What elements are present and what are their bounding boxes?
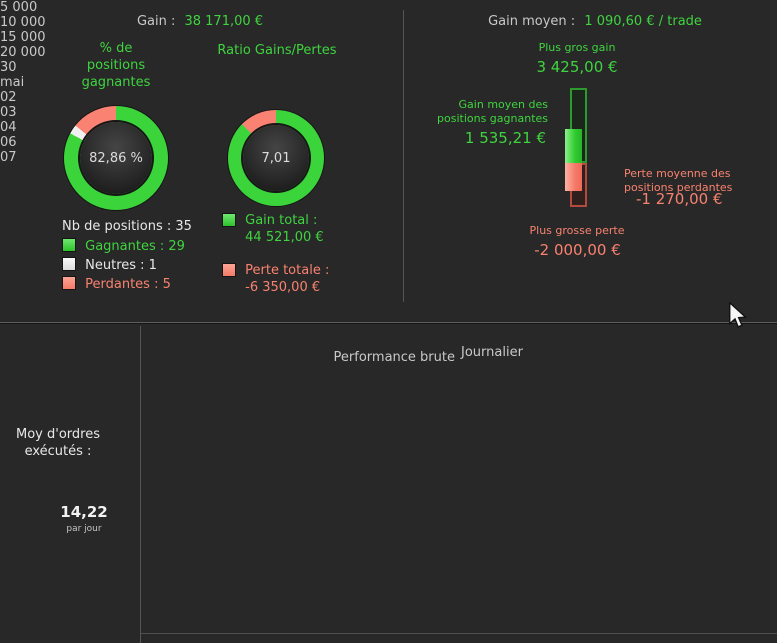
bottom-panel-divider: [140, 326, 141, 643]
perte-totale-label: Perte totale :: [245, 263, 330, 278]
plus-gros-gain-label: Plus gros gain: [538, 41, 616, 54]
plus-grosse-perte-label: Plus grosse perte: [529, 224, 625, 237]
gain-total-swatch: [222, 213, 236, 227]
x-axis-label: 03: [0, 105, 17, 120]
perte-moyenne-label: Perte moyenne des positions perdantes: [624, 167, 733, 194]
gain-total-value: 44 521,00 €: [245, 230, 324, 245]
x-axis-label: 07: [0, 150, 17, 165]
legend-item-neutres: Neutres : 1: [62, 257, 157, 273]
gain-label: Gain :: [136, 14, 176, 29]
legend-label-gagnantes: Gagnantes : 29: [85, 239, 185, 254]
y-axis-label: 5 000: [0, 0, 38, 15]
nb-positions: Nb de positions : 35: [62, 219, 192, 234]
top-panel-divider: [403, 10, 404, 302]
performance-chart-plot: [155, 383, 713, 602]
perdantes-swatch: [62, 276, 76, 290]
avg-orders-label: Moy d'ordres exécutés :: [16, 427, 100, 459]
winrate-donut: 82,86 %: [64, 106, 168, 210]
avg-loss-bar: [565, 163, 582, 191]
y-axis-label: 15 000: [0, 30, 46, 45]
x-axis-label: mai: [0, 75, 25, 90]
x-axis-label: 04: [0, 120, 17, 135]
gain-total-label: Gain total :: [245, 213, 318, 228]
legend-label-perdantes: Perdantes : 5: [85, 277, 171, 292]
winrate-donut-hole: 82,86 %: [80, 122, 152, 194]
gain-moyen-value: 1 090,60 € / trade: [584, 14, 702, 29]
performance-chart-title: Performance brute: [333, 350, 455, 365]
perte-totale-value: -6 350,00 €: [245, 280, 321, 295]
gain-moyen-gagnantes-value: 1 535,21 €: [464, 129, 546, 147]
perte-totale-swatch: [222, 263, 236, 277]
mouse-cursor: [729, 302, 747, 328]
y-axis-label: 10 000: [0, 15, 46, 30]
avg-gain-bar: [565, 129, 582, 163]
avg-orders-value: 14,22: [60, 503, 108, 521]
gain-value: 38 171,00 €: [184, 14, 264, 29]
legend-label-neutres: Neutres : 1: [85, 258, 157, 273]
period-select[interactable]: Journalier: [461, 345, 523, 360]
performance-bar-mai: [155, 383, 713, 531]
perte-totale-item: Perte totale : -6 350,00 €: [222, 263, 329, 295]
ratio-donut-hole: 7,01: [243, 125, 309, 191]
gain-header: Gain : 38 171,00 €: [40, 14, 360, 29]
gain-moyen-header: Gain moyen : 1 090,60 € / trade: [420, 14, 770, 29]
gain-total-item: Gain total : 44 521,00 €: [222, 213, 324, 245]
gain-moyen-label: Gain moyen :: [488, 14, 576, 29]
gain-moyen-gagnantes-label: Gain moyen des positions gagnantes: [437, 98, 548, 125]
gagnantes-swatch: [62, 238, 76, 252]
plus-grosse-perte-value: -2 000,00 €: [534, 241, 621, 259]
bottom-border-line: [141, 633, 777, 634]
avg-orders-badge: 14,22 par jour: [52, 497, 116, 543]
winrate-value: 82,86 %: [89, 150, 143, 166]
performance-bar-04: [155, 531, 713, 563]
perte-moyenne-value: -1 270,00 €: [636, 190, 723, 208]
neutres-swatch: [62, 257, 76, 271]
horizontal-divider: [0, 322, 777, 324]
period-select-value: Journalier: [461, 345, 523, 360]
avg-orders-unit: par jour: [66, 524, 102, 534]
x-axis-label: 30: [0, 60, 17, 75]
ratio-title: Ratio Gains/Pertes: [217, 43, 337, 58]
y-axis-label: 20 000: [0, 45, 46, 60]
ratio-donut: 7,01: [228, 110, 324, 206]
x-axis-label: 02: [0, 90, 17, 105]
legend-item-gagnantes: Gagnantes : 29: [62, 238, 185, 254]
performance-bar-07: [155, 563, 713, 643]
winrate-title: % de positions gagnantes: [81, 41, 151, 90]
x-axis-label: 06: [0, 135, 17, 150]
legend-item-perdantes: Perdantes : 5: [62, 276, 171, 292]
ratio-value: 7,01: [261, 150, 291, 166]
plus-gros-gain-value: 3 425,00 €: [536, 58, 618, 76]
